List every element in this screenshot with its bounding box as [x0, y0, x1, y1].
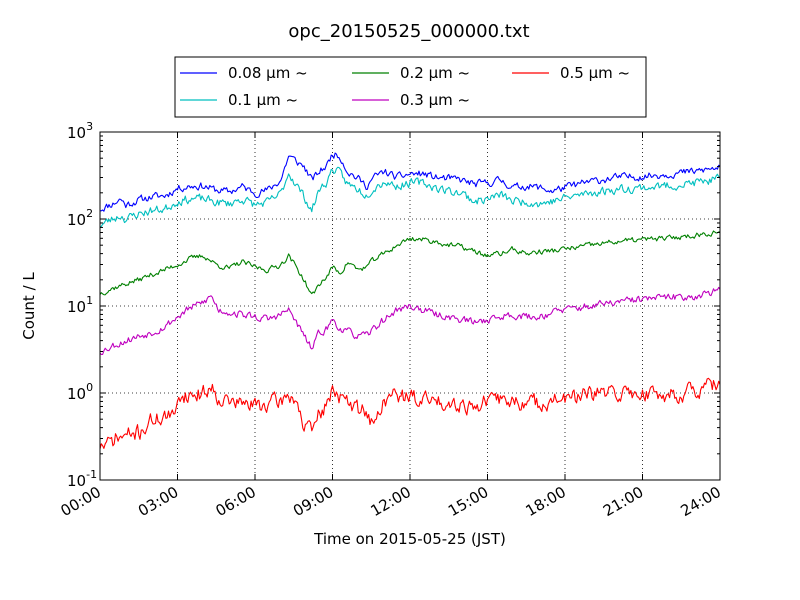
x-tick-label: 09:00 [290, 483, 336, 520]
axis-ticks [99, 131, 721, 481]
x-tick-labels: 00:00 03:00 06:00 09:00 12:00 15:00 18:00 21:00… [58, 483, 724, 520]
x-tick-label: 12:00 [368, 483, 414, 520]
y-tick-label: 10-1 [67, 468, 97, 490]
legend-label: 0.08 μm ~ [228, 64, 308, 82]
legend-label: 0.2 μm ~ [400, 64, 470, 82]
x-axis-label: Time on 2015-05-25 (JST) [313, 530, 506, 548]
chart-title: opc_20150525_000000.txt [288, 21, 529, 42]
legend: 0.08 μm ~ 0.1 μm ~ 0.2 μm ~ 0.3 μm ~ 0.5 μm … [174, 56, 647, 118]
x-tick-label: 06:00 [213, 483, 259, 520]
legend-label: 0.1 μm ~ [228, 91, 298, 109]
x-tick-label: 18:00 [523, 483, 569, 520]
y-tick-labels: 10-1 100 101 102 103 [67, 120, 97, 490]
legend-label: 0.3 μm ~ [400, 91, 470, 109]
legend-box [174, 56, 647, 118]
y-tick-label: 103 [67, 120, 93, 142]
series-line [100, 152, 721, 212]
y-axis-label: Count / L [20, 272, 38, 340]
y-tick-label: 102 [67, 207, 93, 229]
series-line [99, 230, 721, 296]
x-tick-label: 21:00 [600, 483, 646, 520]
series-lines [99, 152, 721, 449]
series-line [99, 377, 721, 449]
y-tick-label: 100 [67, 381, 93, 403]
grid [100, 132, 720, 480]
y-tick-label: 101 [67, 294, 93, 316]
series-line [99, 166, 721, 228]
legend-label: 0.5 μm ~ [560, 64, 630, 82]
x-tick-label: 03:00 [135, 483, 181, 520]
x-tick-label: 24:00 [678, 483, 724, 520]
series-line [99, 286, 721, 356]
x-tick-label: 15:00 [445, 483, 491, 520]
